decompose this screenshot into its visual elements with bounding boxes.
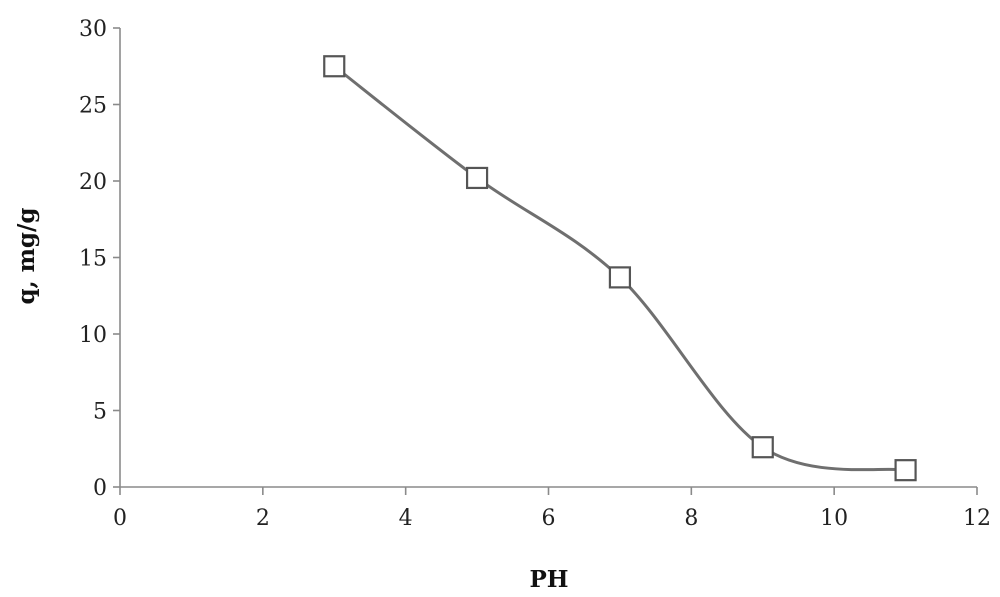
x-tick-label: 8	[684, 506, 698, 531]
y-tick-label: 20	[79, 170, 107, 195]
data-point-marker	[751, 436, 774, 459]
x-tick-label: 2	[256, 506, 270, 531]
y-tick-label: 30	[79, 17, 107, 42]
x-axis-title: PH	[529, 566, 568, 593]
x-tick-label: 12	[963, 506, 991, 531]
y-tick-label: 0	[93, 476, 107, 501]
axes: 0 5 10 15 20 25 30 0 2 4 6 8 10 12	[79, 17, 991, 531]
x-tick-label: 6	[542, 506, 556, 531]
y-axis-title: q, mg/g	[13, 208, 40, 305]
data-point-marker	[465, 166, 489, 190]
series-layer	[323, 55, 917, 482]
x-tick-label: 4	[399, 506, 413, 531]
data-point-marker	[323, 55, 346, 78]
y-tick-label: 15	[79, 247, 107, 272]
y-tick-label: 10	[79, 323, 107, 348]
x-tick-label: 0	[113, 506, 127, 531]
x-tick-label: 10	[820, 506, 848, 531]
data-point-marker	[894, 459, 917, 482]
data-point-marker	[608, 266, 632, 289]
y-tick-label: 5	[93, 400, 107, 425]
y-tick-label: 25	[79, 94, 107, 119]
